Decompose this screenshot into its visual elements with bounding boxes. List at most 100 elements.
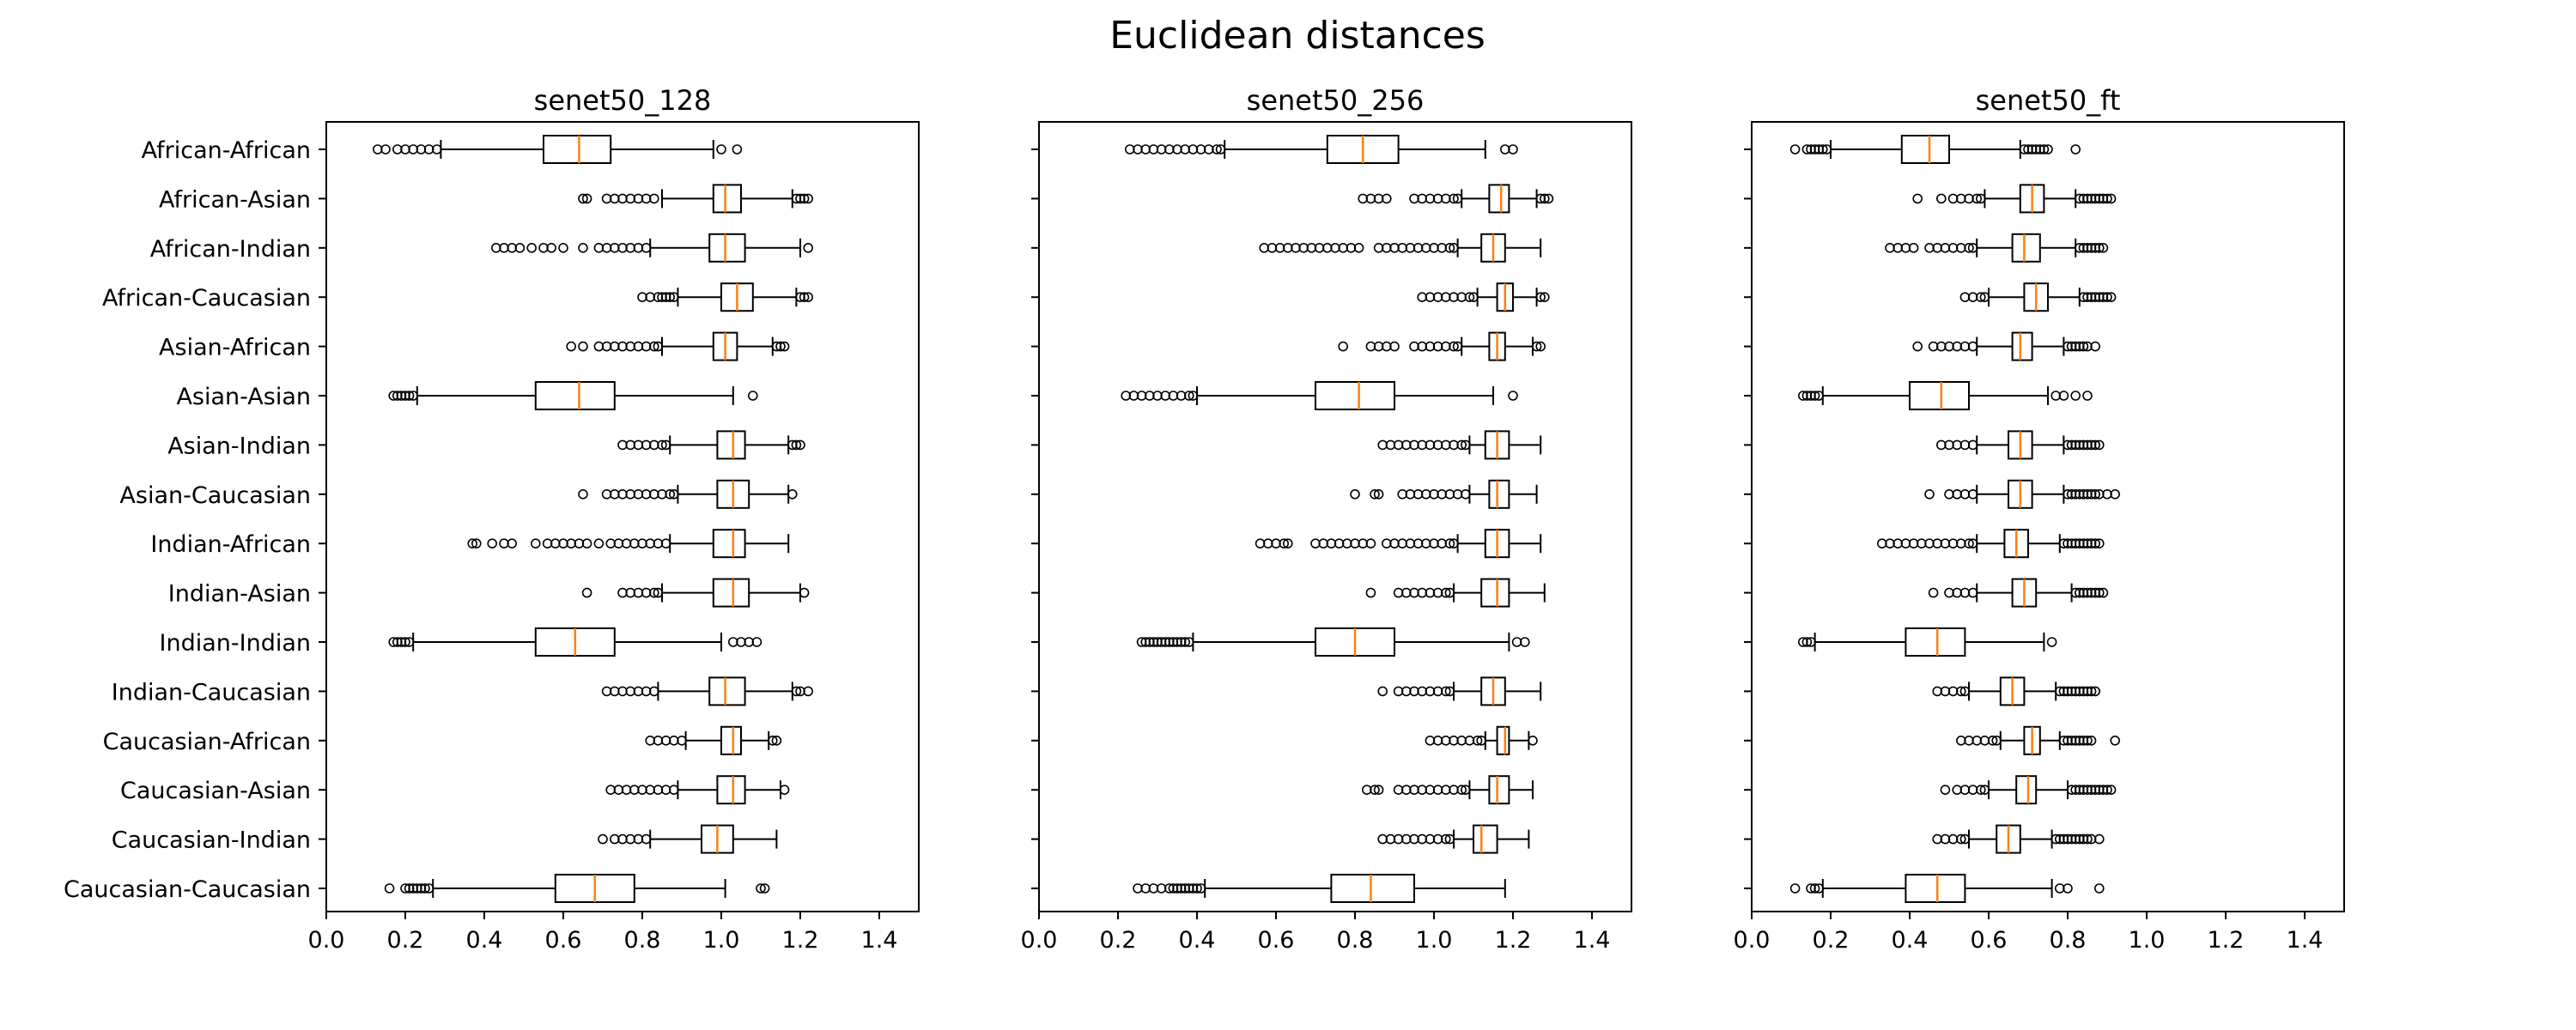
outlier-point xyxy=(2058,391,2069,401)
outlier-point xyxy=(803,292,814,303)
outlier-point xyxy=(648,587,659,598)
outlier-point xyxy=(2090,439,2100,451)
outlier-point xyxy=(1405,538,1416,549)
outlier-point xyxy=(2110,735,2120,746)
iqr-box xyxy=(712,578,750,608)
iqr-box xyxy=(2011,331,2033,361)
outlier-point xyxy=(1365,538,1376,549)
outlier-point xyxy=(1382,341,1392,352)
outlier-point xyxy=(2075,193,2085,204)
outlier-point xyxy=(633,488,644,500)
outlier-point xyxy=(1952,439,1962,451)
outlier-point xyxy=(648,341,659,352)
box-asian-african xyxy=(1338,331,1546,361)
x-tick-label: 0.0 xyxy=(308,927,345,954)
y-tick-label: Indian-Indian xyxy=(160,630,312,657)
outlier-point xyxy=(566,341,577,352)
outlier-point xyxy=(1449,242,1459,253)
outlier-point xyxy=(1944,341,1954,352)
outlier-point xyxy=(2082,292,2093,303)
iqr-box xyxy=(1488,479,1510,509)
outlier-point xyxy=(1342,538,1352,549)
outlier-point xyxy=(593,341,605,352)
box-african-indian xyxy=(490,233,814,263)
outlier-point xyxy=(1956,833,1966,845)
outlier-point xyxy=(2090,686,2100,697)
outlier-point xyxy=(653,292,664,303)
outlier-point xyxy=(648,686,659,697)
outlier-point xyxy=(1979,785,1990,796)
y-tick-label: African-African xyxy=(142,137,311,164)
outlier-point xyxy=(2031,144,2041,154)
outlier-point xyxy=(1885,242,1895,253)
iqr-box xyxy=(1315,381,1395,410)
outlier-point xyxy=(1959,833,1971,845)
outlier-point xyxy=(1967,292,1978,303)
box-african-asian xyxy=(1912,184,2117,214)
outlier-point xyxy=(1195,883,1206,894)
outlier-point xyxy=(1449,735,1459,746)
outlier-point xyxy=(1959,686,1971,697)
outlier-point xyxy=(2070,391,2081,401)
outlier-point xyxy=(2078,341,2089,352)
outlier-point xyxy=(2070,735,2081,746)
outlier-point xyxy=(1291,242,1301,253)
outlier-point xyxy=(1461,785,1471,796)
outlier-point xyxy=(2055,883,2065,894)
outlier-point xyxy=(665,488,676,500)
outlier-point xyxy=(578,488,588,500)
outlier-point xyxy=(1172,144,1182,154)
outlier-point xyxy=(1429,488,1439,500)
iqr-box xyxy=(1473,824,1498,854)
outlier-point xyxy=(1373,785,1384,796)
outlier-point xyxy=(1306,242,1317,253)
outlier-point xyxy=(1932,242,1942,253)
outlier-point xyxy=(1976,193,1986,204)
outlier-point xyxy=(633,242,644,253)
x-tick-label: 1.4 xyxy=(2287,927,2324,954)
box-indian-african xyxy=(1877,529,2105,559)
outlier-point xyxy=(1991,735,2002,746)
outlier-point xyxy=(2090,488,2100,500)
outlier-point xyxy=(1421,242,1431,253)
outlier-point xyxy=(1385,439,1396,451)
box-asian-caucasian xyxy=(1924,479,2120,509)
y-tick-label: Indian-Caucasian xyxy=(112,679,311,706)
outlier-point xyxy=(2066,538,2077,549)
outlier-point xyxy=(1452,193,1463,204)
outlier-point xyxy=(1947,686,1959,697)
outlier-point xyxy=(1382,538,1392,549)
outlier-point xyxy=(2094,242,2105,253)
outlier-point xyxy=(2094,488,2105,500)
outlier-point xyxy=(1936,193,1947,204)
box-asian-caucasian xyxy=(578,479,798,509)
outlier-point xyxy=(1952,587,1962,598)
outlier-point xyxy=(653,341,664,352)
outlier-point xyxy=(613,785,624,796)
y-tick-label: Indian-Asian xyxy=(168,581,311,608)
outlier-point xyxy=(546,242,557,253)
outlier-point xyxy=(1967,785,1978,796)
box-caucasian-caucasian xyxy=(1133,874,1506,903)
outlier-point xyxy=(1928,587,1939,598)
outlier-point xyxy=(1967,242,1978,253)
outlier-point xyxy=(2082,735,2093,746)
outlier-point xyxy=(1814,144,1824,154)
box-asian-african xyxy=(1912,331,2100,361)
outlier-point xyxy=(1373,488,1384,500)
outlier-point xyxy=(775,341,786,352)
outlier-point xyxy=(1310,538,1321,549)
outlier-point xyxy=(799,193,810,204)
outlier-point xyxy=(799,587,810,598)
outlier-point xyxy=(613,538,624,549)
outlier-point xyxy=(1449,292,1459,303)
box-asian-caucasian xyxy=(1350,479,1538,509)
outlier-point xyxy=(2075,735,2085,746)
outlier-point xyxy=(1540,193,1550,204)
outlier-point xyxy=(2102,193,2112,204)
box-indian-african xyxy=(1255,529,1542,559)
outlier-point xyxy=(1444,833,1455,845)
y-tick-label: African-Indian xyxy=(150,236,311,263)
outlier-point xyxy=(653,735,664,746)
